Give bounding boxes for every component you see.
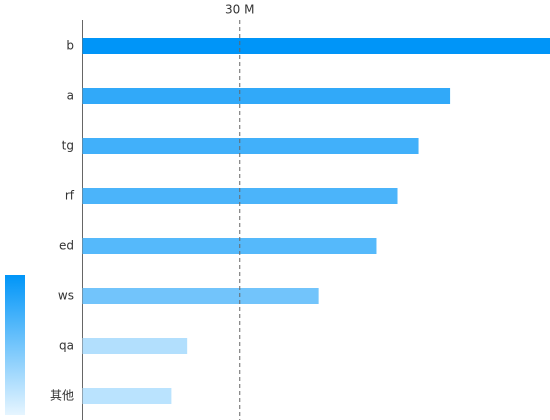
- y-tick-label: b: [66, 39, 74, 53]
- bar: [82, 288, 319, 304]
- y-tick-label: qa: [59, 339, 74, 353]
- y-tick-label: ed: [59, 239, 74, 253]
- y-tick-label: tg: [62, 139, 74, 153]
- reference-label: 30 M: [225, 3, 254, 17]
- y-tick-label: ws: [58, 289, 74, 303]
- bar: [82, 388, 172, 404]
- bar: [82, 88, 451, 104]
- bar: [82, 338, 188, 354]
- bar: [82, 38, 550, 54]
- y-tick-label: rf: [65, 189, 75, 203]
- y-tick-label: 其他: [50, 389, 74, 403]
- visual-map: [5, 275, 25, 415]
- bar: [82, 138, 419, 154]
- bar: [82, 238, 377, 254]
- y-tick-label: a: [67, 89, 74, 103]
